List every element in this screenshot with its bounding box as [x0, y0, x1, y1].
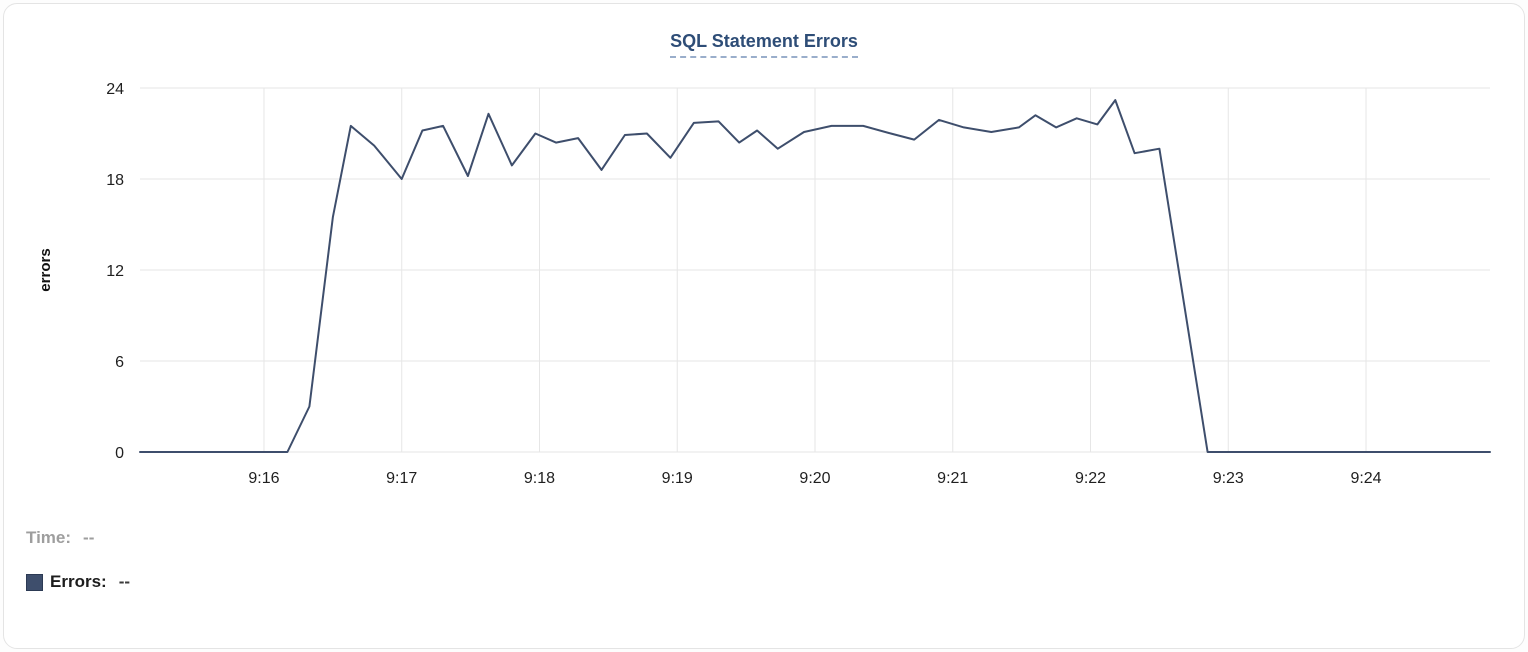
legend-time-row: Time: -- [26, 528, 1524, 548]
x-tick-label-9:17: 9:17 [386, 470, 417, 487]
legend-time-label: Time: [26, 528, 72, 547]
legend-errors-row[interactable]: Errors: -- [26, 572, 1524, 592]
y-axis-title: errors [37, 248, 54, 291]
line-chart: 0 6 12 18 24 9:16 9:17 9:18 9:19 9:20 9:21 9:22 9:23… [4, 62, 1524, 502]
legend-errors-value: -- [118, 572, 131, 591]
chart-canvas[interactable]: 0 6 12 18 24 9:16 9:17 9:18 9:19 9:20 9:21 9:22 9:23… [4, 62, 1524, 502]
y-tick-label-12: 12 [106, 263, 124, 280]
y-tick-label-18: 18 [106, 172, 124, 189]
chart-legend: Time: -- Errors: -- [26, 528, 1524, 592]
x-tick-label-9:18: 9:18 [524, 470, 555, 487]
x-tick-label-9:24: 9:24 [1350, 470, 1381, 487]
series-line-errors [139, 99, 1491, 453]
x-tick-label-9:22: 9:22 [1075, 470, 1106, 487]
x-tick-label-9:16: 9:16 [248, 470, 279, 487]
chart-title-link[interactable]: SQL Statement Errors [670, 31, 858, 58]
y-tick-label-24: 24 [106, 81, 124, 98]
errors-series-swatch [26, 573, 43, 591]
x-tick-label-9:19: 9:19 [662, 470, 693, 487]
chart-header: SQL Statement Errors [4, 4, 1524, 62]
x-tick-label-9:23: 9:23 [1213, 470, 1244, 487]
x-tick-label-9:20: 9:20 [799, 470, 830, 487]
y-tick-label-0: 0 [115, 445, 124, 462]
y-tick-label-6: 6 [115, 354, 124, 371]
x-tick-label-9:21: 9:21 [937, 470, 968, 487]
chart-panel: SQL Statement Errors 0 6 12 18 24 9:16 9:17 9:1… [3, 3, 1525, 649]
legend-errors-label: Errors: [50, 572, 107, 591]
legend-time-value: -- [83, 528, 95, 547]
